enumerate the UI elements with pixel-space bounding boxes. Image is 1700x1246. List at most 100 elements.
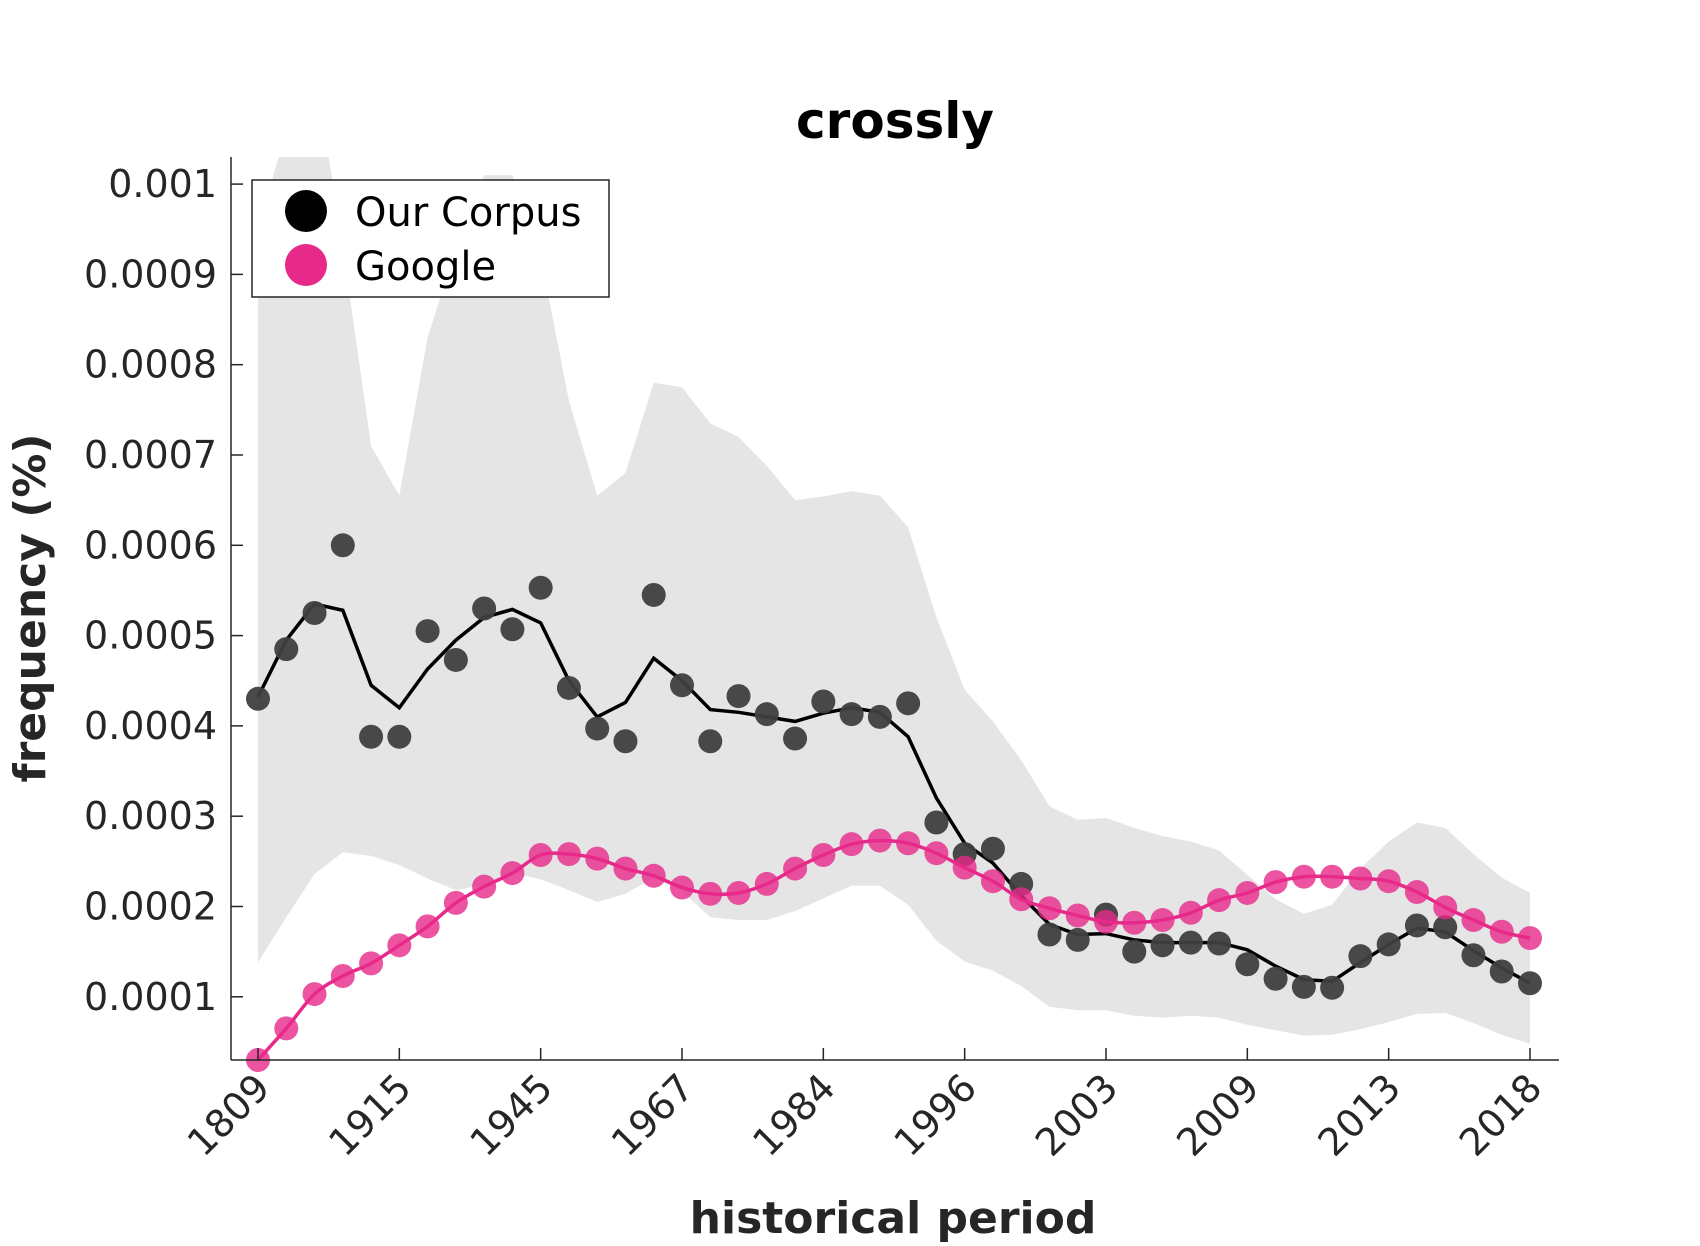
google-point — [896, 831, 921, 856]
google-point — [1065, 903, 1090, 928]
google-point — [726, 880, 751, 905]
x-tick-label: 2013 — [1310, 1065, 1410, 1165]
google-point — [867, 828, 892, 853]
our-corpus-point — [641, 582, 666, 607]
our-corpus-point — [359, 724, 384, 749]
our-corpus-point — [1122, 939, 1147, 964]
our-corpus-point — [1150, 933, 1175, 958]
our-corpus-point — [1207, 931, 1232, 956]
y-tick-label: 0.0007 — [84, 433, 217, 477]
google-point — [500, 861, 525, 886]
our-corpus-point — [783, 726, 808, 751]
google-point — [1489, 919, 1514, 944]
google-point — [754, 871, 779, 896]
our-corpus-point — [867, 704, 892, 729]
google-point — [1122, 910, 1147, 935]
google-point — [1178, 900, 1203, 925]
our-corpus-point — [1348, 944, 1373, 969]
google-point — [1009, 887, 1034, 912]
google-point — [952, 855, 977, 880]
y-tick-label: 0.0001 — [84, 975, 217, 1019]
google-trend-line — [256, 838, 1531, 1060]
our-corpus-point — [1178, 930, 1203, 955]
our-corpus-trend-line — [256, 602, 1531, 985]
google-point — [1037, 896, 1062, 921]
google-point — [1263, 870, 1288, 895]
y-tick-label: 0.0005 — [84, 614, 217, 658]
legend-marker-google — [285, 244, 327, 286]
y-tick-label: 0.001 — [108, 162, 217, 206]
google-point — [387, 933, 412, 958]
x-tick-label: 1945 — [462, 1065, 562, 1165]
google-point — [1376, 869, 1401, 894]
our-corpus-point — [330, 533, 355, 558]
google-point — [811, 843, 836, 868]
google-point — [1433, 895, 1458, 920]
google-point — [302, 982, 327, 1007]
google-point — [1094, 909, 1118, 934]
our-corpus-point — [1263, 966, 1288, 991]
google-point — [1348, 866, 1373, 891]
our-corpus-point — [1065, 927, 1090, 952]
legend-label-our-corpus: Our Corpus — [355, 190, 581, 236]
plot-clipped — [246, 157, 1542, 1060]
our-corpus-point — [839, 702, 864, 727]
legend-marker-our-corpus — [285, 190, 327, 232]
our-corpus-point — [1433, 915, 1458, 940]
google-point — [613, 856, 638, 881]
our-corpus-point — [811, 689, 836, 714]
google-point — [1207, 888, 1232, 913]
our-corpus-point — [1489, 959, 1514, 984]
y-tick-label: 0.0008 — [84, 343, 217, 387]
our-corpus-point — [613, 729, 638, 754]
google-point — [556, 842, 581, 867]
google-point — [924, 841, 949, 866]
y-tick-label: 0.0009 — [84, 252, 217, 296]
y-tick-label: 0.0002 — [84, 884, 217, 928]
our-corpus-point — [1037, 922, 1062, 947]
google-point — [1320, 864, 1345, 889]
google-point — [415, 914, 440, 939]
our-corpus-point — [670, 673, 694, 698]
google-point — [274, 1016, 299, 1041]
our-corpus-point — [556, 675, 581, 700]
our-corpus-point — [585, 716, 610, 741]
our-corpus-point — [896, 691, 921, 716]
our-corpus-point — [443, 647, 468, 672]
our-corpus-point — [1291, 974, 1316, 999]
google-point — [1235, 880, 1260, 905]
our-corpus-point — [415, 619, 440, 644]
google-point — [585, 846, 610, 871]
google-point — [472, 874, 497, 899]
google-point — [980, 869, 1005, 894]
y-tick-label: 0.0003 — [84, 794, 217, 838]
confidence-band — [258, 157, 1530, 1044]
our-corpus-point — [528, 575, 553, 600]
our-corpus-point — [754, 702, 779, 727]
x-tick-label: 1809 — [179, 1065, 279, 1165]
x-tick-label: 2009 — [1168, 1065, 1268, 1165]
y-axis-label: frequency (%) — [5, 433, 56, 782]
x-tick-label: 2003 — [1027, 1065, 1127, 1165]
our-corpus-point — [698, 729, 723, 754]
our-corpus-point — [1320, 975, 1345, 1000]
google-point — [443, 890, 468, 915]
our-corpus-point — [924, 810, 949, 835]
google-point — [330, 964, 355, 989]
our-corpus-point — [1404, 913, 1429, 938]
legend: Our Corpus Google — [251, 179, 610, 298]
our-corpus-point — [1376, 932, 1401, 957]
our-corpus-point — [1235, 952, 1260, 977]
google-point — [698, 881, 723, 906]
our-corpus-point — [1518, 971, 1542, 996]
google-point — [1291, 864, 1316, 889]
our-corpus-point — [472, 596, 497, 621]
x-tick-label: 1984 — [744, 1065, 844, 1165]
google-point — [641, 863, 666, 888]
google-point — [839, 832, 864, 857]
x-tick-label: 2018 — [1451, 1065, 1551, 1165]
our-corpus-point — [1461, 943, 1486, 968]
our-corpus-point — [274, 637, 299, 662]
google-point — [1150, 908, 1175, 933]
google-point — [1404, 880, 1429, 905]
